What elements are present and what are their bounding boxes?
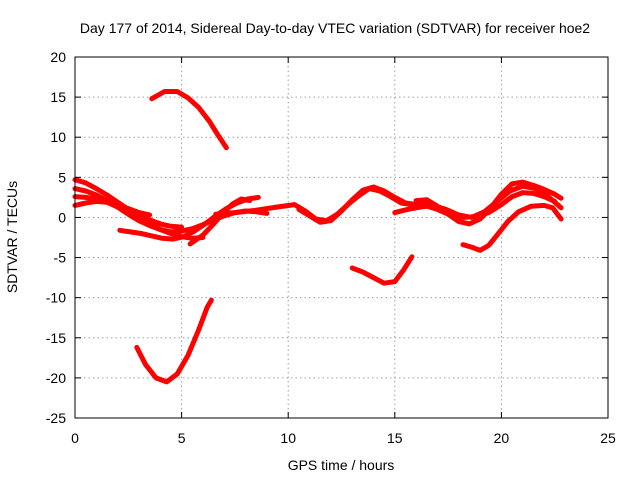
series-line-arc-l bbox=[460, 202, 564, 253]
series-line-arc-low bbox=[134, 297, 214, 385]
y-tick-label: -20 bbox=[46, 370, 66, 386]
x-tick-labels: 0 5 10 15 20 25 bbox=[71, 430, 616, 446]
series-line-arc-m bbox=[349, 254, 415, 286]
series-line-arc-k bbox=[392, 183, 564, 220]
x-tick-label: 0 bbox=[71, 430, 79, 446]
x-tick-label: 25 bbox=[600, 430, 616, 446]
series-line-arc-high bbox=[149, 89, 229, 151]
y-tick-label: -10 bbox=[46, 290, 66, 306]
chart-title: Day 177 of 2014, Sidereal Day-to-day VTE… bbox=[80, 20, 590, 36]
plot-area bbox=[72, 89, 564, 385]
x-tick-label: 20 bbox=[494, 430, 510, 446]
y-tick-label: 20 bbox=[50, 49, 66, 65]
y-axis-label: SDTVAR / TECUs bbox=[4, 181, 20, 293]
y-tick-label: -5 bbox=[54, 250, 67, 266]
y-tick-label: -25 bbox=[46, 410, 66, 426]
y-tick-label: -15 bbox=[46, 330, 66, 346]
series-line-arc-d bbox=[72, 198, 153, 218]
x-tick-label: 10 bbox=[280, 430, 296, 446]
y-tick-label: 5 bbox=[58, 169, 66, 185]
x-tick-label: 5 bbox=[178, 430, 186, 446]
series-line-arc-j bbox=[409, 190, 558, 220]
x-tick-label: 15 bbox=[387, 430, 403, 446]
axis-ticks bbox=[74, 56, 609, 419]
y-tick-label: 0 bbox=[58, 209, 66, 225]
x-axis-label: GPS time / hours bbox=[288, 457, 395, 473]
y-tick-label: 10 bbox=[50, 129, 66, 145]
y-tick-label: 15 bbox=[50, 89, 66, 105]
grid bbox=[75, 57, 608, 418]
plot-border bbox=[74, 56, 609, 419]
series-line-arc-h bbox=[296, 184, 430, 225]
y-tick-labels: -25 -20 -15 -10 -5 0 5 10 15 20 bbox=[46, 49, 66, 426]
